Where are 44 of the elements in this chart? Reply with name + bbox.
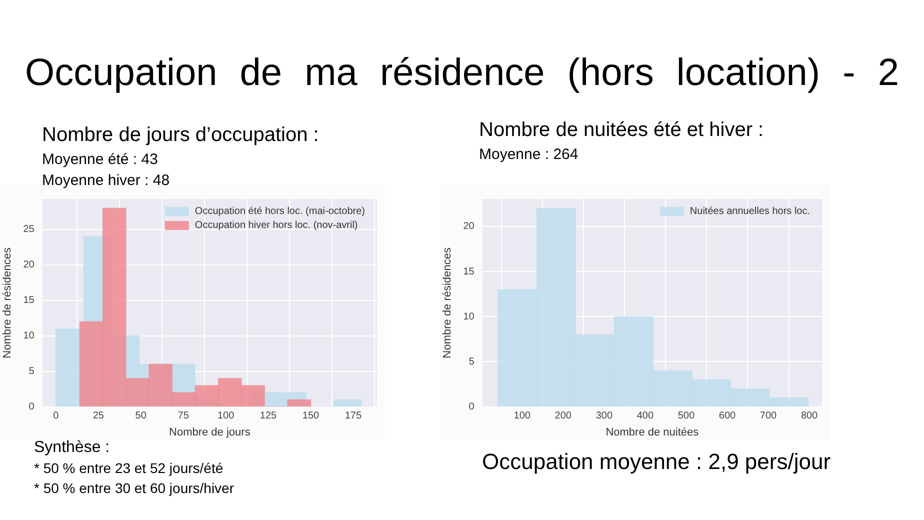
legend-label: Occupation été hors loc. (mai-octobre)	[194, 206, 366, 217]
y-axis-title: Nombre de résidences	[2, 247, 14, 358]
x-tick-label: 25	[92, 410, 104, 422]
x-tick-label: 800	[800, 410, 818, 422]
y-axis-title: Nombre de résidences	[442, 247, 454, 358]
x-tick-label: 125	[260, 410, 278, 422]
y-tick-label: 0	[28, 402, 35, 413]
legend-label: Occupation hiver hors loc. (nov-avril)	[194, 220, 358, 231]
x-axis-title: Nombre de nuitées	[606, 426, 700, 438]
x-tick-label: 400	[636, 410, 654, 422]
x-tick-label: 100	[514, 410, 531, 422]
text: Occupation de ma résidence (hors location) - 2	[24, 52, 900, 95]
chart-subtitle: Nombre de nuitées été et hiver :	[479, 119, 764, 142]
text: Moyenne : 264	[479, 146, 578, 163]
x-tick-label: 175	[344, 410, 362, 422]
x-tick-label: 700	[760, 410, 778, 422]
y-tick-label: 5	[28, 366, 35, 378]
x-tick-label: 0	[53, 410, 60, 422]
y-tick-label: 20	[23, 260, 35, 271]
x-tick-label: 100	[217, 410, 235, 422]
y-tick-label: 10	[23, 330, 35, 342]
text: Synthèse :	[34, 439, 110, 457]
y-tick-label: 0	[468, 402, 475, 413]
y-tick-label: 25	[23, 224, 35, 236]
text: Occupation moyenne : 2,9 pers/jour	[482, 449, 831, 475]
text: Moyenne hiver : 48	[42, 172, 170, 189]
x-tick-label: 75	[178, 410, 190, 422]
x-tick-label: 150	[302, 410, 320, 422]
x-tick-label: 50	[135, 410, 147, 422]
x-axis-title: Nombre de jours	[168, 426, 251, 438]
legend-label: Nuitées annuelles hors loc.	[690, 206, 810, 217]
y-tick-label: 10	[463, 311, 475, 322]
x-tick-label: 300	[596, 410, 613, 422]
y-tick-label: 15	[23, 295, 35, 306]
x-tick-label: 200	[554, 410, 572, 422]
y-tick-label: 20	[463, 221, 475, 232]
y-tick-label: 15	[463, 266, 475, 278]
text: Moyenne été : 43	[42, 151, 158, 168]
y-tick-label: 5	[468, 356, 475, 368]
x-tick-label: 500	[678, 410, 695, 422]
x-tick-label: 600	[718, 410, 736, 422]
text: * 50 % entre 30 et 60 jours/hiver	[34, 480, 234, 496]
text: * 50 % entre 23 et 52 jours/été	[34, 460, 224, 476]
chart-subtitle: Nombre de jours d’occupation :	[42, 124, 319, 147]
